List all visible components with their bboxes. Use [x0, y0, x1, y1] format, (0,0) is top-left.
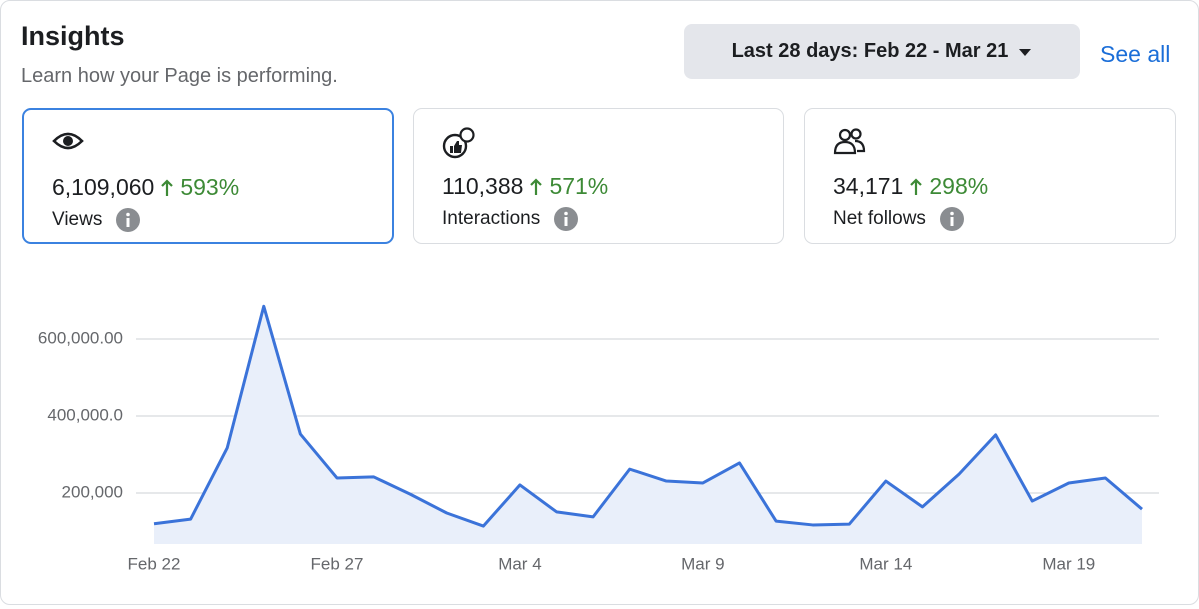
x-tick-label: Feb 22: [128, 554, 181, 573]
x-tick-label: Mar 4: [498, 554, 541, 573]
x-tick-label: Mar 19: [1042, 554, 1095, 573]
info-icon[interactable]: [554, 207, 579, 231]
date-range-text: Last 28 days: Feb 22 - Mar 21: [731, 40, 1009, 62]
up-arrow: [910, 177, 923, 195]
interactions-icon: [442, 127, 475, 159]
dropdown-caret: [1019, 48, 1032, 56]
see-all-link[interactable]: See all: [1100, 41, 1171, 67]
y-tick-label: 400,000.0: [47, 405, 123, 424]
metric-card[interactable]: 6,109,060 593% Views: [22, 108, 394, 244]
date-range-button[interactable]: Last 28 days: Feb 22 - Mar 21: [684, 24, 1080, 79]
metric-card[interactable]: 110,388 571% Interactions: [413, 108, 784, 244]
metric-value: 6,109,060: [52, 174, 155, 200]
metric-change: 571%: [549, 173, 609, 199]
metric-label: Net follows: [833, 208, 926, 229]
x-tick-label: Mar 9: [681, 554, 724, 573]
title: Insights: [21, 21, 125, 51]
line: [153, 304, 1143, 528]
eye-icon: [52, 132, 84, 150]
area: [154, 306, 1142, 544]
metric-change: 298%: [929, 173, 989, 199]
people-icon: [833, 128, 866, 155]
info-icon[interactable]: [116, 208, 141, 232]
metric-label: Views: [52, 209, 103, 230]
up-arrow: [161, 178, 174, 196]
x-tick-label: Feb 27: [310, 554, 363, 573]
metric-label: Interactions: [442, 208, 541, 229]
subtitle: Learn how your Page is performing.: [21, 65, 338, 87]
y-tick-label: 200,000: [62, 482, 123, 501]
metric-card[interactable]: 34,171 298% Net follows: [804, 108, 1176, 244]
metric-value: 34,171: [833, 173, 904, 199]
metric-change: 593%: [180, 174, 240, 200]
y-tick-label: 600,000.00: [38, 328, 123, 347]
metric-value: 110,388: [442, 173, 524, 199]
up-arrow: [530, 177, 543, 195]
x-tick-label: Mar 14: [859, 554, 912, 573]
info-icon[interactable]: [939, 207, 964, 231]
